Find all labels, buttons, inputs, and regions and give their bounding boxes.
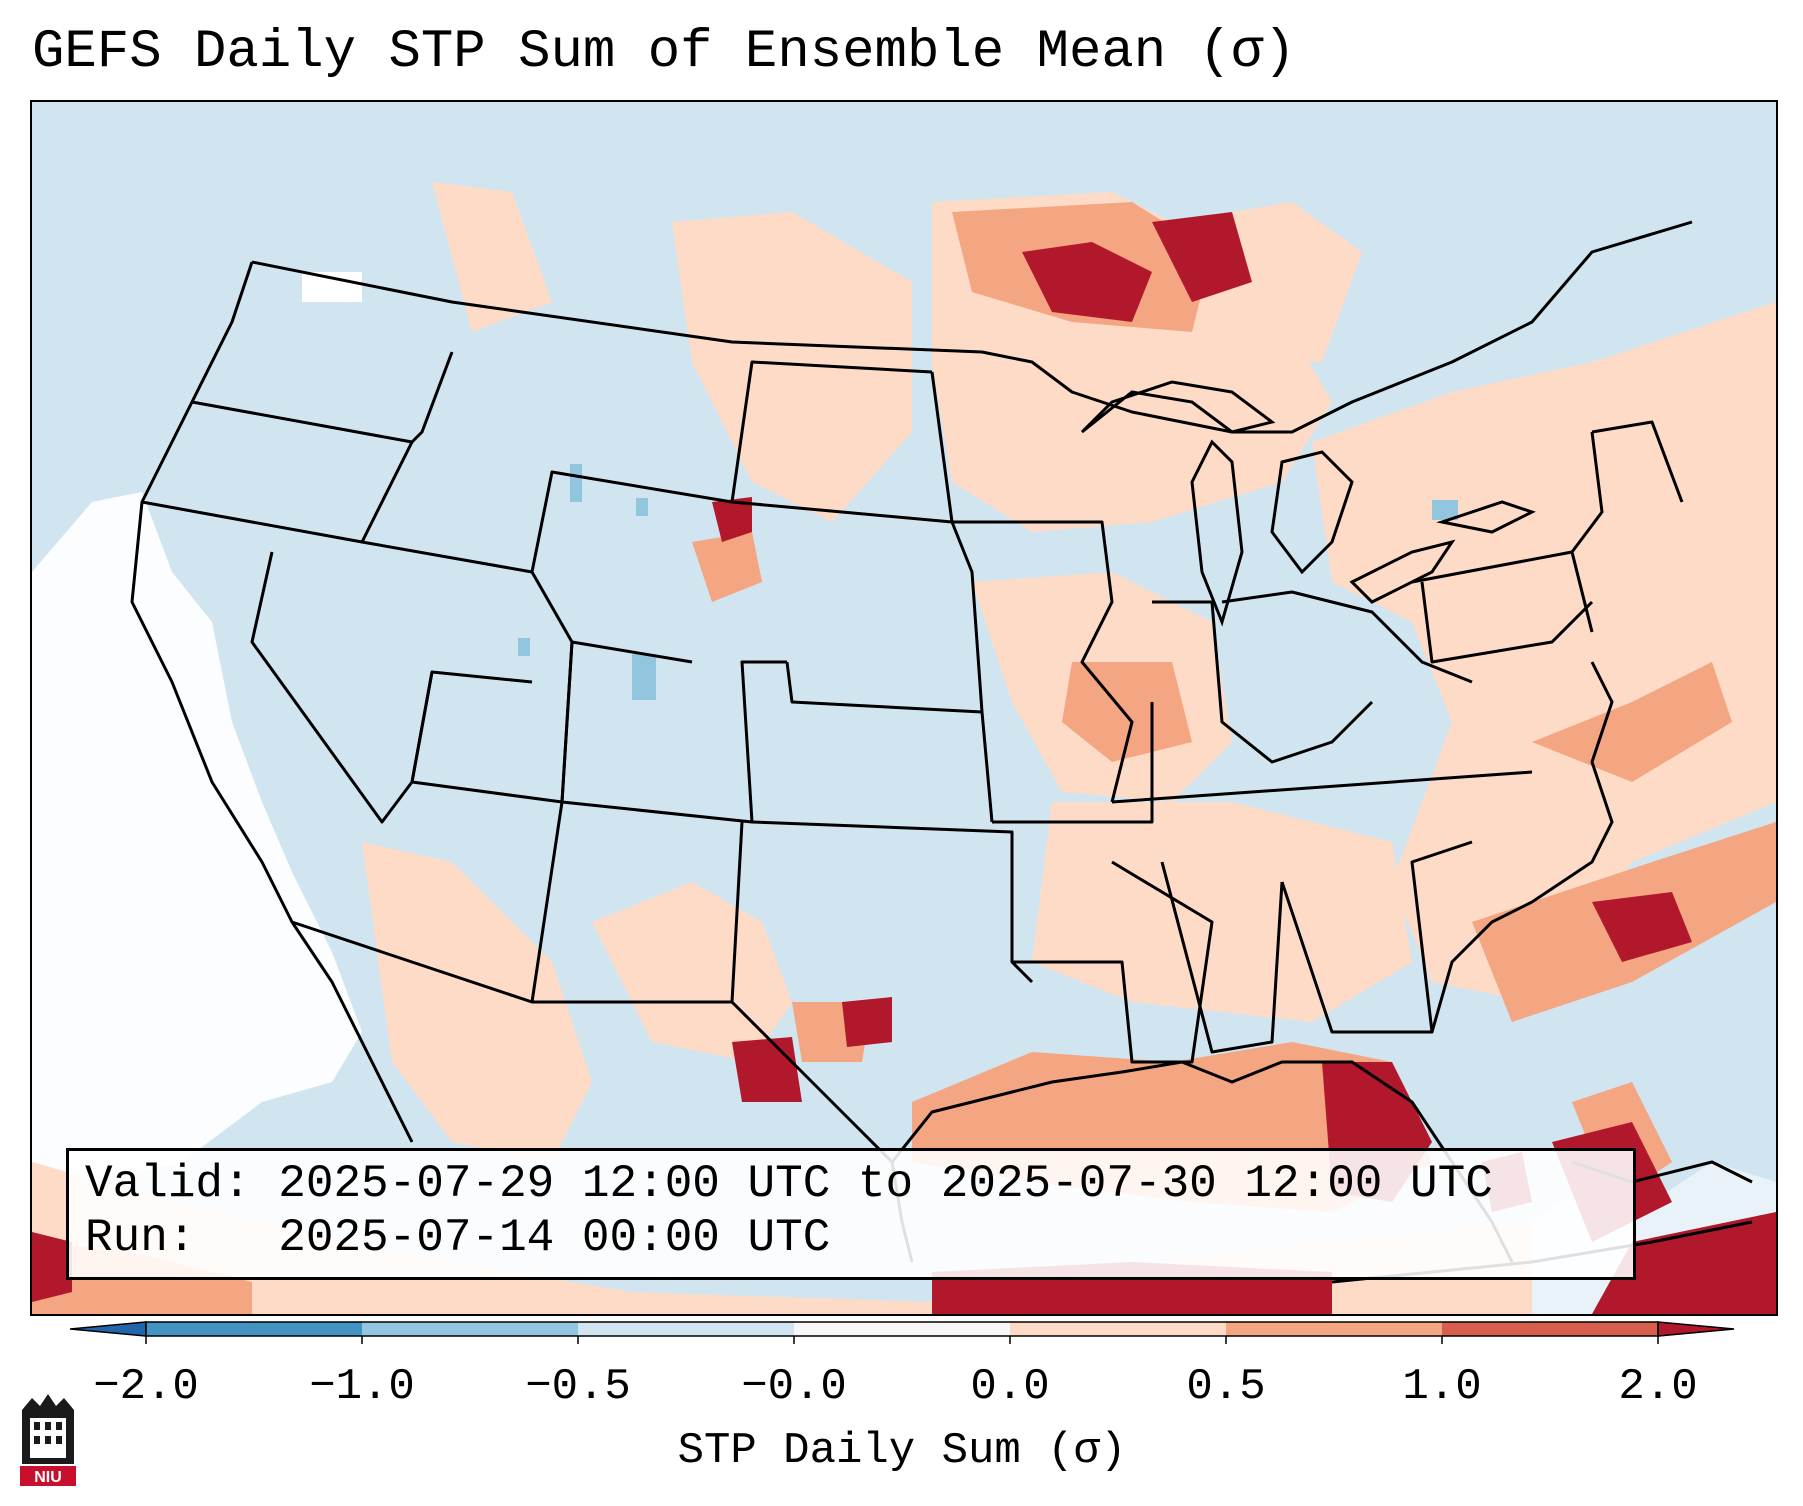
colorbar-segment (1226, 1322, 1442, 1336)
colorbar-tick-label: 2.0 (1618, 1362, 1698, 1412)
colorbar-tick-label: −1.0 (309, 1362, 415, 1412)
run-time-line: Run: 2025-07-14 00:00 UTC (85, 1212, 831, 1264)
colorbar-tick-label: −0.0 (741, 1362, 847, 1412)
colorbar-segment (578, 1322, 794, 1336)
colorbar (70, 1321, 1735, 1344)
colorbar-segment (794, 1322, 1010, 1336)
colorbar-over-extension (1657, 1321, 1735, 1337)
colorbar-segment (1442, 1322, 1658, 1336)
colorbar-segment (362, 1322, 578, 1336)
colorbar-label: STP Daily Sum (σ) (677, 1426, 1127, 1476)
colorbar-segments (70, 1321, 1735, 1344)
colorbar-tick-label: −0.5 (525, 1362, 631, 1412)
colorbar-segment (1010, 1322, 1226, 1336)
map-title: GEFS Daily STP Sum of Ensemble Mean (σ) (32, 22, 1296, 83)
colorbar-tick-label: −2.0 (93, 1362, 199, 1412)
niu-logo: NIU (20, 1394, 76, 1486)
info-box: Valid: 2025-07-29 12:00 UTC to 2025-07-3… (66, 1148, 1636, 1280)
valid-time-line: Valid: 2025-07-29 12:00 UTC to 2025-07-3… (85, 1158, 1493, 1210)
colorbar-under-extension (70, 1321, 147, 1337)
colorbar-segment (146, 1322, 362, 1336)
colorbar-tick-label: 1.0 (1402, 1362, 1482, 1412)
low-positive-areas (32, 182, 1776, 1314)
map-panel (30, 100, 1778, 1316)
logo-text: NIU (34, 1469, 62, 1486)
colorbar-frame (145, 1321, 1659, 1337)
map-canvas (32, 182, 1776, 1314)
colorbar-tick-label: 0.5 (1186, 1362, 1266, 1412)
negative-cells (518, 464, 1458, 700)
colorbar-tick-label: 0.0 (970, 1362, 1050, 1412)
great-lakes (1080, 380, 1536, 627)
state-boundaries (130, 220, 1693, 1143)
